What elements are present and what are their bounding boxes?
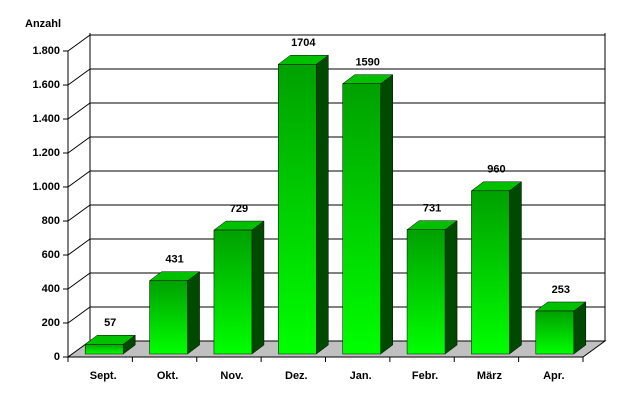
bar-side [509, 181, 522, 355]
bar [149, 280, 188, 355]
y-axis-title: Anzahl [25, 18, 61, 30]
value-label: 729 [230, 203, 248, 215]
bar-side [251, 220, 265, 355]
bar [406, 229, 446, 355]
x-tick-label: Apr. [543, 370, 564, 382]
bar-side [316, 54, 329, 355]
y-tick-label: 200 [42, 317, 60, 329]
y-tick-label: 400 [42, 283, 60, 295]
grid-line [67, 34, 91, 52]
y-tick-label: 1.200 [32, 147, 60, 159]
grid-line [67, 272, 91, 290]
y-tick-label: 1.000 [32, 181, 60, 193]
grid-line [67, 170, 91, 188]
y-tick-label: 800 [42, 215, 60, 227]
value-label: 1704 [291, 37, 316, 49]
y-tick-label: 600 [42, 249, 60, 261]
x-tick-label: Nov. [220, 370, 243, 382]
x-tick-label: Jan. [350, 370, 372, 382]
grid-line [67, 136, 91, 154]
x-tick-label: März [477, 370, 503, 382]
grid-line [67, 102, 91, 120]
value-label: 731 [423, 203, 441, 215]
bar-side [187, 271, 200, 355]
x-tick-label: Sept. [90, 370, 117, 382]
value-label: 431 [165, 254, 183, 266]
grid-line [67, 204, 91, 222]
grid-line [67, 238, 91, 256]
value-label: 1590 [355, 57, 379, 69]
y-tick-label: 1.600 [32, 79, 60, 91]
grid-line [67, 68, 91, 86]
bar [84, 344, 124, 355]
value-label: 57 [104, 317, 116, 329]
y-tick-label: 0 [54, 351, 60, 363]
bar [278, 64, 317, 355]
value-label: 253 [552, 284, 570, 296]
bar [535, 310, 575, 355]
bar [471, 190, 510, 355]
bar [342, 83, 381, 355]
x-tick-label: Dez. [285, 370, 308, 382]
x-tick-label: Febr. [412, 370, 438, 382]
value-label: 960 [487, 164, 505, 176]
y-tick-label: 1.800 [32, 45, 60, 57]
bar-side [380, 74, 393, 355]
y-tick-label: 1.400 [32, 113, 60, 125]
floor [66, 340, 607, 358]
bar-side [444, 220, 458, 355]
grid-line [67, 306, 91, 324]
x-tick-label: Okt. [157, 370, 178, 382]
bar [213, 229, 253, 355]
